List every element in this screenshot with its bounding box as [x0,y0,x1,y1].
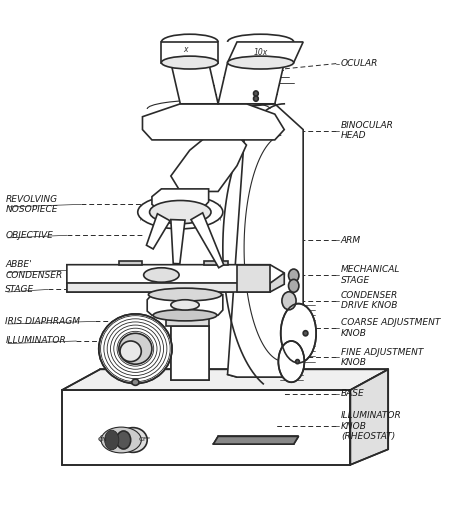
Polygon shape [143,104,284,140]
Text: BINOCULAR
HEAD: BINOCULAR HEAD [341,121,394,140]
Text: x: x [183,45,187,54]
Polygon shape [146,214,170,249]
Text: MECHANICAL
STAGE: MECHANICAL STAGE [341,265,401,285]
Text: ILLUMINATOR
KNOB
(RHEOSTAT): ILLUMINATOR KNOB (RHEOSTAT) [341,411,402,441]
Ellipse shape [228,56,294,69]
Polygon shape [171,220,185,264]
Text: BASE: BASE [341,389,365,398]
Text: CONDENSER
DRIVE KNOB: CONDENSER DRIVE KNOB [341,291,398,311]
Ellipse shape [99,314,172,384]
Polygon shape [171,63,218,104]
Ellipse shape [171,300,199,310]
Ellipse shape [150,201,211,224]
Ellipse shape [282,292,296,310]
Text: ON: ON [98,437,107,443]
Text: ABBE'
CONDENSER: ABBE' CONDENSER [5,260,63,280]
Polygon shape [166,315,209,326]
Text: OBJECTIVE: OBJECTIVE [5,231,53,240]
Ellipse shape [148,288,222,301]
Ellipse shape [278,341,304,382]
Ellipse shape [289,279,299,292]
Ellipse shape [120,341,141,361]
Polygon shape [171,135,246,191]
Text: 10x: 10x [254,48,268,57]
Polygon shape [204,261,228,265]
Polygon shape [213,436,299,444]
Ellipse shape [254,91,258,96]
Ellipse shape [119,333,152,364]
Text: ON: ON [99,435,110,445]
Text: FINE ADJUSTMENT
KNOB: FINE ADJUSTMENT KNOB [341,348,423,367]
Polygon shape [228,42,303,63]
Ellipse shape [161,56,218,69]
Ellipse shape [132,379,139,385]
Text: IRIS DIAPHRAGM: IRIS DIAPHRAGM [5,317,81,326]
Ellipse shape [101,427,141,453]
Ellipse shape [281,303,316,363]
Ellipse shape [119,428,147,452]
Polygon shape [161,42,218,63]
Text: OFF: OFF [139,437,151,443]
Text: REVOLVING
NOSOPIECE: REVOLVING NOSOPIECE [5,195,58,214]
Text: STAGE: STAGE [5,285,35,294]
Polygon shape [191,213,224,268]
Polygon shape [67,265,284,283]
Polygon shape [67,283,270,292]
Ellipse shape [254,96,258,101]
Polygon shape [218,63,284,104]
Ellipse shape [289,269,299,282]
Ellipse shape [117,431,131,449]
Ellipse shape [296,359,300,363]
Text: ILLUMINATOR: ILLUMINATOR [5,337,66,345]
Ellipse shape [138,195,223,229]
Polygon shape [147,295,223,315]
Text: ARM: ARM [341,236,361,245]
Polygon shape [119,261,143,265]
Polygon shape [237,265,270,292]
Polygon shape [171,326,209,379]
Polygon shape [350,369,388,465]
Text: OCULAR: OCULAR [341,59,378,68]
Ellipse shape [153,310,217,321]
Ellipse shape [303,331,308,336]
Polygon shape [270,273,284,292]
Ellipse shape [144,268,179,282]
Ellipse shape [105,430,119,450]
Text: COARSE ADJUSTMENT
KNOB: COARSE ADJUSTMENT KNOB [341,318,440,338]
Polygon shape [62,390,350,465]
Polygon shape [152,189,209,212]
Polygon shape [62,369,388,390]
Polygon shape [228,104,303,377]
